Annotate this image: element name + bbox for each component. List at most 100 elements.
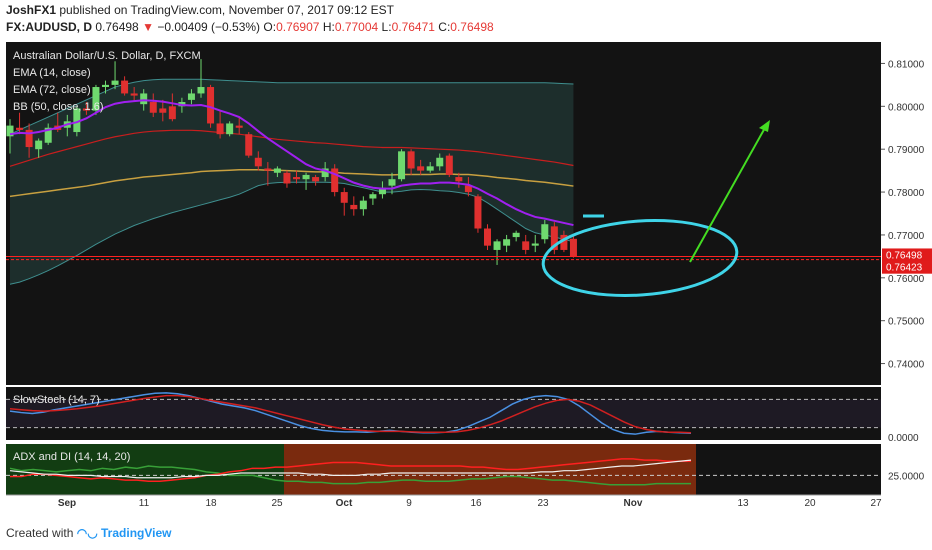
candle-body (187, 93, 195, 100)
footer: Created with ◠◡ TradingView (6, 526, 171, 540)
x-tick-label: 25 (271, 498, 283, 509)
candle-body (550, 226, 558, 250)
y-tick-label: 0.74000 (888, 360, 925, 371)
chart-canvas[interactable]: 0.81000 0.80000 0.79000 0.78000 0.77000 0.760… (0, 40, 932, 516)
x-tick-label: 16 (470, 498, 482, 509)
candle-body (493, 241, 501, 250)
candle-body (73, 108, 81, 133)
bb-upper-line (9, 78, 574, 135)
stoch-band (6, 399, 881, 428)
candle-body (445, 155, 453, 175)
candle-body (484, 228, 491, 246)
candle-body (541, 224, 549, 240)
candle-body (569, 238, 577, 257)
stoch-value-label: 0.0000 (888, 433, 919, 444)
tradingview-logo-icon[interactable]: ◠◡ (76, 526, 98, 540)
y-tick-label: 0.78000 (888, 188, 925, 199)
candle-body (283, 172, 291, 184)
candle-body (560, 234, 568, 250)
stoch-d-line (9, 394, 692, 434)
candle-body (503, 239, 511, 246)
legend-entry: Australian Dollar/U.S. Dollar, D, FXCM (13, 50, 201, 62)
candle-body (369, 194, 377, 199)
candle-body (245, 134, 253, 156)
legend-entry: BB (50, close, 1.6) (13, 101, 104, 113)
candle-body (102, 84, 109, 88)
candle-body (321, 168, 329, 178)
candle-body (82, 108, 90, 111)
candle-body (216, 123, 224, 135)
low-value: 0.76471 (391, 20, 435, 34)
candle-body (168, 106, 176, 120)
candle-body (35, 140, 43, 150)
candle-body (302, 174, 310, 180)
candle-body (417, 166, 425, 171)
price-label: 0.76423 (886, 263, 923, 274)
high-value: 0.77004 (334, 20, 379, 34)
candle-body (293, 177, 300, 180)
candle-body (16, 127, 24, 130)
candle-body (388, 179, 396, 186)
candle-body (531, 243, 539, 246)
publish-line: JoshFX1 published on TradingView.com, No… (6, 3, 394, 17)
x-tick-label: 9 (406, 498, 412, 509)
x-tick-label: 18 (205, 498, 217, 509)
x-tick-label: 27 (870, 498, 882, 509)
y-tick-label: 0.76000 (888, 274, 925, 285)
candle-body (512, 232, 520, 238)
price-label-box (882, 248, 932, 262)
high-label: H: (322, 20, 335, 34)
candle-body (235, 125, 243, 128)
candle-body (6, 125, 14, 137)
symbol-label: FX:AUDUSD, D (6, 20, 92, 34)
created-with-text: Created with (6, 526, 74, 540)
y-tick-label: 0.81000 (888, 59, 925, 70)
legend-entry: EMA (72, close) (13, 84, 91, 96)
candle-body (92, 87, 100, 111)
author-name[interactable]: JoshFX1 (6, 3, 57, 17)
bb-basis-line (9, 129, 574, 167)
open-value: 0.76907 (276, 20, 320, 34)
candle-body (207, 87, 215, 124)
adx-title: ADX and DI (14, 14, 20) (13, 451, 130, 463)
adx-line (9, 459, 692, 479)
di-minus-line (10, 458, 691, 482)
candle-body (254, 157, 262, 167)
down-arrow-icon: ▼ (142, 20, 154, 34)
low-label: L: (381, 20, 392, 34)
open-label: O: (263, 20, 277, 34)
candle-body (25, 129, 33, 148)
candle-body (140, 93, 148, 105)
candle-body (111, 80, 119, 85)
candle-body (121, 80, 129, 94)
close-label: C: (438, 20, 451, 34)
candle-body (474, 196, 482, 229)
candle-body (359, 200, 367, 210)
publish-text: published on TradingView.com, November 0… (59, 3, 395, 17)
candle-body (331, 168, 339, 193)
candle-body (130, 93, 138, 96)
adx-bull-zone (6, 444, 284, 495)
y-tick-label: 0.75000 (888, 317, 925, 328)
candle-body (273, 168, 281, 173)
di-plus-line (9, 465, 691, 486)
x-tick-label: Sep (58, 498, 76, 509)
candle-body (407, 151, 415, 169)
candle-body (159, 108, 167, 113)
adx-value-label: 25.0000 (888, 471, 925, 482)
candle-body (226, 123, 234, 135)
candle-body (149, 102, 157, 113)
candle-body (378, 187, 386, 195)
candle-body (340, 192, 348, 203)
tradingview-brand[interactable]: TradingView (101, 526, 172, 540)
price-label: 0.76498 (886, 250, 923, 261)
adx-bear-zone (284, 444, 696, 495)
change-value: −0.00409 (−0.53%) (157, 20, 261, 34)
x-tick-label: 23 (537, 498, 549, 509)
ema72-line (9, 169, 574, 198)
candle-body (44, 127, 52, 143)
candle-body (522, 241, 530, 250)
target-arrow-line (689, 125, 767, 263)
legend-entry: EMA (14, close) (13, 67, 91, 79)
close-value: 0.76498 (450, 20, 494, 34)
